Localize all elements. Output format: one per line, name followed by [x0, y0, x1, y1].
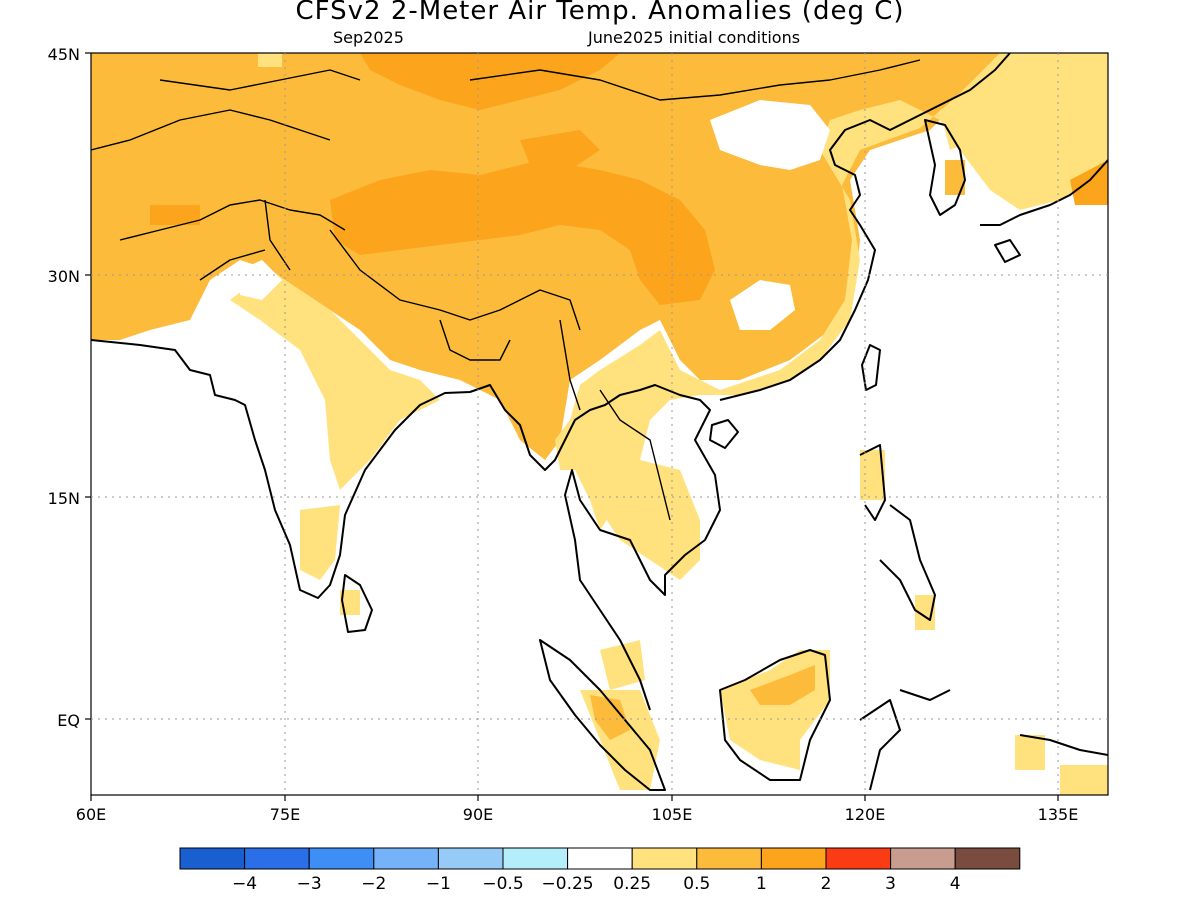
colorbar-swatch — [760, 847, 827, 870]
lat-label-eq: EQ — [57, 711, 80, 730]
anomaly-patch — [945, 160, 965, 195]
colorbar-label: −2 — [361, 874, 386, 894]
colorbar-swatch — [502, 847, 569, 870]
anomaly-patch — [860, 450, 885, 500]
lat-label-45n: 45N — [48, 45, 80, 64]
lat-label-15n: 15N — [48, 489, 80, 508]
coastlines — [91, 53, 1108, 791]
graticule — [91, 53, 1108, 795]
anomaly-gap — [710, 100, 830, 170]
colorbar-swatch — [179, 847, 246, 870]
colorbar-swatch — [631, 847, 698, 870]
colorbar-swatch — [696, 847, 762, 870]
anomaly-patch — [940, 100, 975, 150]
valid-month: Sep2025 — [333, 28, 404, 47]
anomaly-band-1-2 — [150, 205, 200, 225]
colorbar-label: 4 — [950, 874, 961, 894]
borneo — [719, 649, 831, 781]
anomaly-patch — [1015, 735, 1045, 770]
anomaly-gap — [730, 280, 795, 330]
anomaly-band-1-2 — [360, 53, 620, 110]
anomaly-field — [91, 53, 1108, 795]
anomaly-gap — [240, 260, 282, 300]
anomaly-band-0.25-0.5 — [595, 460, 700, 580]
philippines — [859, 444, 936, 621]
anomaly-band-1-2 — [520, 130, 600, 170]
tick-marks — [85, 52, 1059, 801]
anomaly-patch — [590, 695, 630, 740]
anomaly-patch — [915, 595, 935, 630]
lon-label-105e: 105E — [652, 805, 693, 824]
colorbar-swatch — [373, 847, 439, 870]
china-coast — [719, 53, 1011, 401]
colorbar-label: 1 — [756, 874, 767, 894]
sulawesi — [859, 689, 951, 791]
colorbar-label: −3 — [297, 874, 322, 894]
lon-label-120e: 120E — [845, 805, 886, 824]
colorbar: −4 −3 −2 −1 −0.5 −0.25 0.25 0.5 1 2 3 4 — [179, 847, 1021, 894]
anomaly-band-0.25-0.5 — [230, 270, 440, 490]
colorbar-label: −4 — [232, 874, 257, 894]
south-asia-coast — [91, 339, 721, 711]
new-guinea — [1019, 734, 1108, 756]
colorbar-label: 2 — [821, 874, 832, 894]
korea — [924, 119, 966, 216]
lon-label-75e: 75E — [270, 805, 300, 824]
lon-label-135e: 135E — [1038, 805, 1079, 824]
colorbar-swatch — [244, 847, 310, 870]
taiwan — [861, 344, 881, 391]
sumatra — [539, 639, 666, 791]
initial-conditions: June2025 initial conditions — [588, 28, 801, 47]
colorbar-label: 0.25 — [613, 874, 651, 894]
japan — [980, 159, 1108, 263]
anomaly-patch — [750, 665, 815, 705]
map-frame — [90, 52, 1109, 796]
colorbar-label: −1 — [426, 874, 451, 894]
colorbar-label: −0.5 — [482, 874, 523, 894]
sri-lanka — [341, 574, 373, 633]
colorbar-swatch — [890, 847, 956, 870]
colorbar-swatch — [308, 847, 375, 870]
anomaly-patch — [600, 640, 645, 690]
hainan — [709, 419, 739, 449]
colorbar-label: 3 — [885, 874, 896, 894]
anomaly-band-1-2 — [330, 160, 715, 305]
country-borders — [91, 59, 921, 521]
map-title: CFSv2 2-Meter Air Temp. Anomalies (deg C… — [295, 0, 905, 26]
anomaly-patch — [1060, 765, 1108, 795]
anomaly-patch — [258, 53, 282, 67]
lon-label-90e: 90E — [463, 805, 493, 824]
anomaly-patch — [340, 590, 360, 615]
lon-label-60e: 60E — [76, 805, 106, 824]
lat-label-30n: 30N — [48, 267, 80, 286]
colorbar-label: 0.5 — [683, 874, 710, 894]
colorbar-swatch — [954, 847, 1021, 870]
anomaly-patch — [300, 505, 340, 580]
colorbar-swatch — [567, 847, 633, 870]
colorbar-label: −0.25 — [542, 874, 594, 894]
colorbar-swatch — [825, 847, 892, 870]
colorbar-swatch — [437, 847, 504, 870]
